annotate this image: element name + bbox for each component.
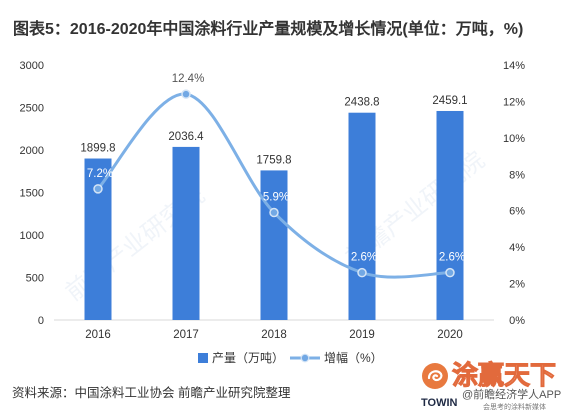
bar-production-2016 xyxy=(84,158,112,320)
brand-name: 涂赢天下 xyxy=(451,360,557,391)
y-left-tick-label: 500 xyxy=(26,273,44,285)
bar-production-2019 xyxy=(348,112,376,321)
growth-point-2018 xyxy=(269,207,279,218)
legend-line-marker xyxy=(300,353,310,363)
bar-data-label: 1759.8 xyxy=(256,154,291,166)
legend-bar-swatch xyxy=(198,353,208,363)
x-tick-label: 2016 xyxy=(85,329,111,341)
y-right-tick-label: 4% xyxy=(509,242,525,254)
line-data-label: 5.9% xyxy=(263,192,289,204)
x-tick-label: 2020 xyxy=(437,329,463,341)
y-right-tick-label: 12% xyxy=(503,96,525,108)
line-data-label: 12.4% xyxy=(172,73,205,85)
bar-data-label: 2036.4 xyxy=(168,131,204,143)
y-right-tick-label: 0% xyxy=(509,315,525,327)
y-right-tick-label: 8% xyxy=(509,169,525,181)
bar-data-label: 2438.8 xyxy=(344,97,379,109)
y-left-tick-label: 1000 xyxy=(20,230,44,242)
line-data-label: 2.6% xyxy=(439,252,465,264)
legend-line-swatch xyxy=(290,353,320,363)
growth-point-2017 xyxy=(181,89,191,99)
y-right-tick-label: 2% xyxy=(509,279,525,291)
line-data-label: 7.2% xyxy=(87,168,113,180)
y-left-tick-label: 0 xyxy=(38,315,44,327)
y-right-tick-label: 6% xyxy=(509,206,525,218)
brand-latin-name: TOWIN xyxy=(421,397,458,409)
bar-data-label: 1899.8 xyxy=(80,143,115,155)
brand-app-watermark: @前瞻经济学人APP xyxy=(462,389,562,401)
chart-title: 图表5：2016-2020年中国涂料行业产量规模及增长情况(单位：万吨，%) xyxy=(13,21,524,38)
x-tick-label: 2017 xyxy=(173,329,199,341)
brand-tagline: 会思考的涂料新媒体 xyxy=(483,404,546,411)
growth-point-2020 xyxy=(445,267,455,278)
x-tick-label: 2019 xyxy=(349,329,375,341)
growth-line xyxy=(96,92,452,279)
legend-label-growth: 增幅（%） xyxy=(324,351,383,365)
bar-data-label: 2459.1 xyxy=(432,95,467,107)
bar-production-2018 xyxy=(260,170,288,320)
y-left-tick-label: 3000 xyxy=(20,60,44,72)
y-left-tick-label: 1500 xyxy=(20,188,44,200)
bar-production-2017 xyxy=(172,146,200,320)
x-tick-label: 2018 xyxy=(261,329,287,341)
y-left-tick-label: 2000 xyxy=(20,145,44,157)
y-left-tick-label: 2500 xyxy=(20,103,44,115)
source-note: 资料来源：中国涂料工业协会 前瞻产业研究院整理 xyxy=(12,386,291,400)
growth-point-2019 xyxy=(357,267,367,278)
legend-label-production: 产量（万吨） xyxy=(212,351,285,365)
y-right-tick-label: 10% xyxy=(503,133,525,145)
growth-point-2016 xyxy=(93,184,103,194)
brand-logo-icon xyxy=(422,363,448,389)
bar-production-2020 xyxy=(436,110,464,320)
y-right-tick-label: 14% xyxy=(503,60,525,72)
line-data-label: 2.6% xyxy=(351,252,377,264)
